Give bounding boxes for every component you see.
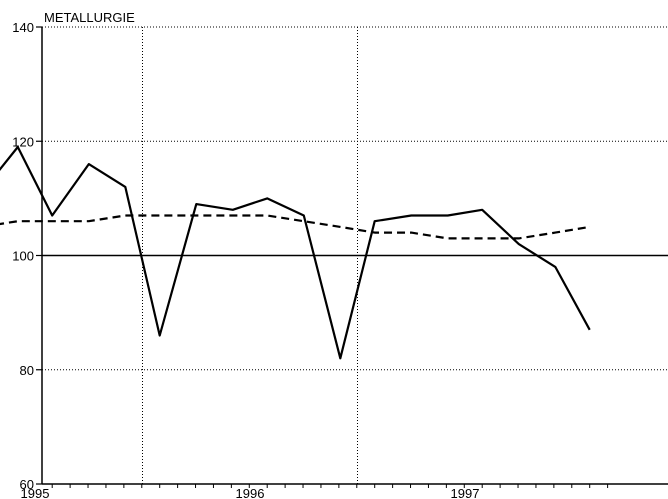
xtick-label-1996: 1996 [236, 486, 265, 499]
ytick-label-80: 80 [20, 363, 34, 378]
tick-labels: 60 80 100 120 140 1995 1996 1997 [12, 20, 479, 499]
xtick-label-1995: 1995 [21, 486, 50, 499]
series-line-solid [0, 145, 591, 360]
ytick-label-140: 140 [12, 20, 34, 35]
series-lines [0, 145, 591, 360]
chart-title: METALLURGIE [44, 10, 135, 25]
ytick-label-100: 100 [12, 249, 34, 264]
ytick-label-60: 60 [20, 477, 34, 492]
grid [42, 26, 668, 484]
ytick-label-120: 120 [12, 134, 34, 149]
axes [36, 26, 668, 488]
xtick-label-1997: 1997 [451, 486, 480, 499]
